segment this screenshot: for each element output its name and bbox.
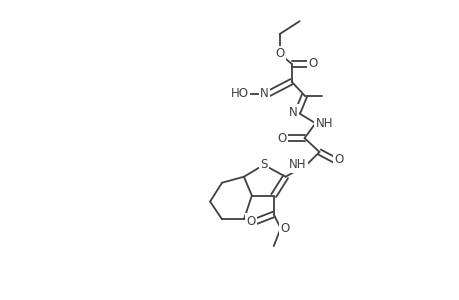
Text: NH: NH <box>315 117 332 130</box>
Text: O: O <box>308 57 317 70</box>
Text: HO: HO <box>230 87 248 100</box>
Text: N: N <box>288 106 297 119</box>
Text: O: O <box>334 153 343 167</box>
Text: S: S <box>259 158 267 171</box>
Text: O: O <box>280 222 289 235</box>
Text: O: O <box>246 215 255 228</box>
Text: O: O <box>277 132 286 145</box>
Text: NH: NH <box>288 158 306 171</box>
Text: O: O <box>274 47 284 60</box>
Text: N: N <box>259 87 268 100</box>
